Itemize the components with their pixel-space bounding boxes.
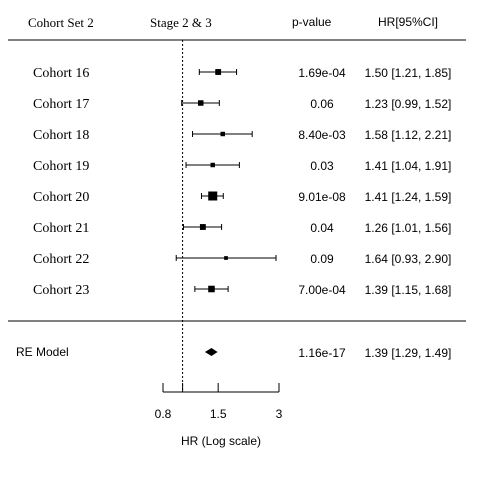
x-axis-label: HR (Log scale) [181,434,261,448]
p-value: 0.04 [310,221,334,235]
hr-ci: 1.23 [0.99, 1.52] [365,97,452,111]
study-label: Cohort 19 [33,159,89,174]
point-estimate [220,131,225,137]
hr-ci: 1.50 [1.21, 1.85] [365,66,452,80]
summary-diamond [204,348,218,356]
p-value: 1.69e-04 [298,66,346,80]
study-row: Cohort 17 0.06 1.23 [0.99, 1.52] [33,97,451,112]
study-label: Cohort 17 [33,97,89,112]
p-value: 9.01e-08 [298,190,346,204]
hr-ci: 1.26 [1.01, 1.56] [365,221,452,235]
study-label: Cohort 20 [33,190,89,205]
hr-ci: 1.41 [1.24, 1.59] [365,190,452,204]
x-tick-label: 1.5 [210,407,227,421]
study-label: Cohort 16 [33,66,89,81]
study-rows: Cohort 16 1.69e-04 1.50 [1.21, 1.85]Cohort… [33,66,451,298]
summary-hr-ci: 1.39 [1.29, 1.49] [365,346,452,360]
x-tick-label: 0.8 [155,407,172,421]
hr-ci: 1.64 [0.93, 2.90] [365,252,452,266]
study-row: Cohort 21 0.04 1.26 [1.01, 1.56] [33,221,451,236]
hr-ci: 1.41 [1.04, 1.91] [365,159,452,173]
study-row: Cohort 22 0.09 1.64 [0.93, 2.90] [33,252,451,267]
point-estimate [210,162,215,168]
p-value: 0.06 [310,97,334,111]
p-value: 0.03 [310,159,334,173]
study-label: Cohort 18 [33,128,89,143]
point-estimate [215,69,222,75]
header-p-value: p-value [292,15,332,29]
study-label: Cohort 23 [33,283,89,298]
p-value: 0.09 [310,252,334,266]
study-row: Cohort 16 1.69e-04 1.50 [1.21, 1.85] [33,66,451,81]
study-label: Cohort 22 [33,252,89,267]
study-row: Cohort 19 0.03 1.41 [1.04, 1.91] [33,159,451,174]
study-row: Cohort 18 8.40e-03 1.58 [1.12, 2.21] [33,128,451,143]
study-row: Cohort 23 7.00e-04 1.39 [1.15, 1.68] [33,283,451,298]
study-row: Cohort 20 9.01e-08 1.41 [1.24, 1.59] [33,190,451,205]
x-tick-label: 3 [276,407,283,421]
point-estimate [224,256,228,260]
hr-ci: 1.39 [1.15, 1.68] [365,283,452,297]
point-estimate [208,191,218,201]
header-cohort-set: Cohort Set 2 [28,15,94,30]
summary-p-value: 1.16e-17 [298,346,346,360]
x-axis: 0.8 1.5 3 [155,383,283,421]
study-label: Cohort 21 [33,221,89,236]
p-value: 7.00e-04 [298,283,346,297]
hr-ci: 1.58 [1.12, 2.21] [365,128,452,142]
point-estimate [198,100,204,106]
summary-row: RE Model 1.16e-17 1.39 [1.29, 1.49] [16,345,451,360]
header-stage: Stage 2 & 3 [150,15,212,30]
point-estimate [208,285,215,293]
point-estimate [199,224,206,230]
p-value: 8.40e-03 [298,128,346,142]
header-hr-ci: HR[95%CI] [378,15,438,29]
summary-label: RE Model [16,345,69,359]
